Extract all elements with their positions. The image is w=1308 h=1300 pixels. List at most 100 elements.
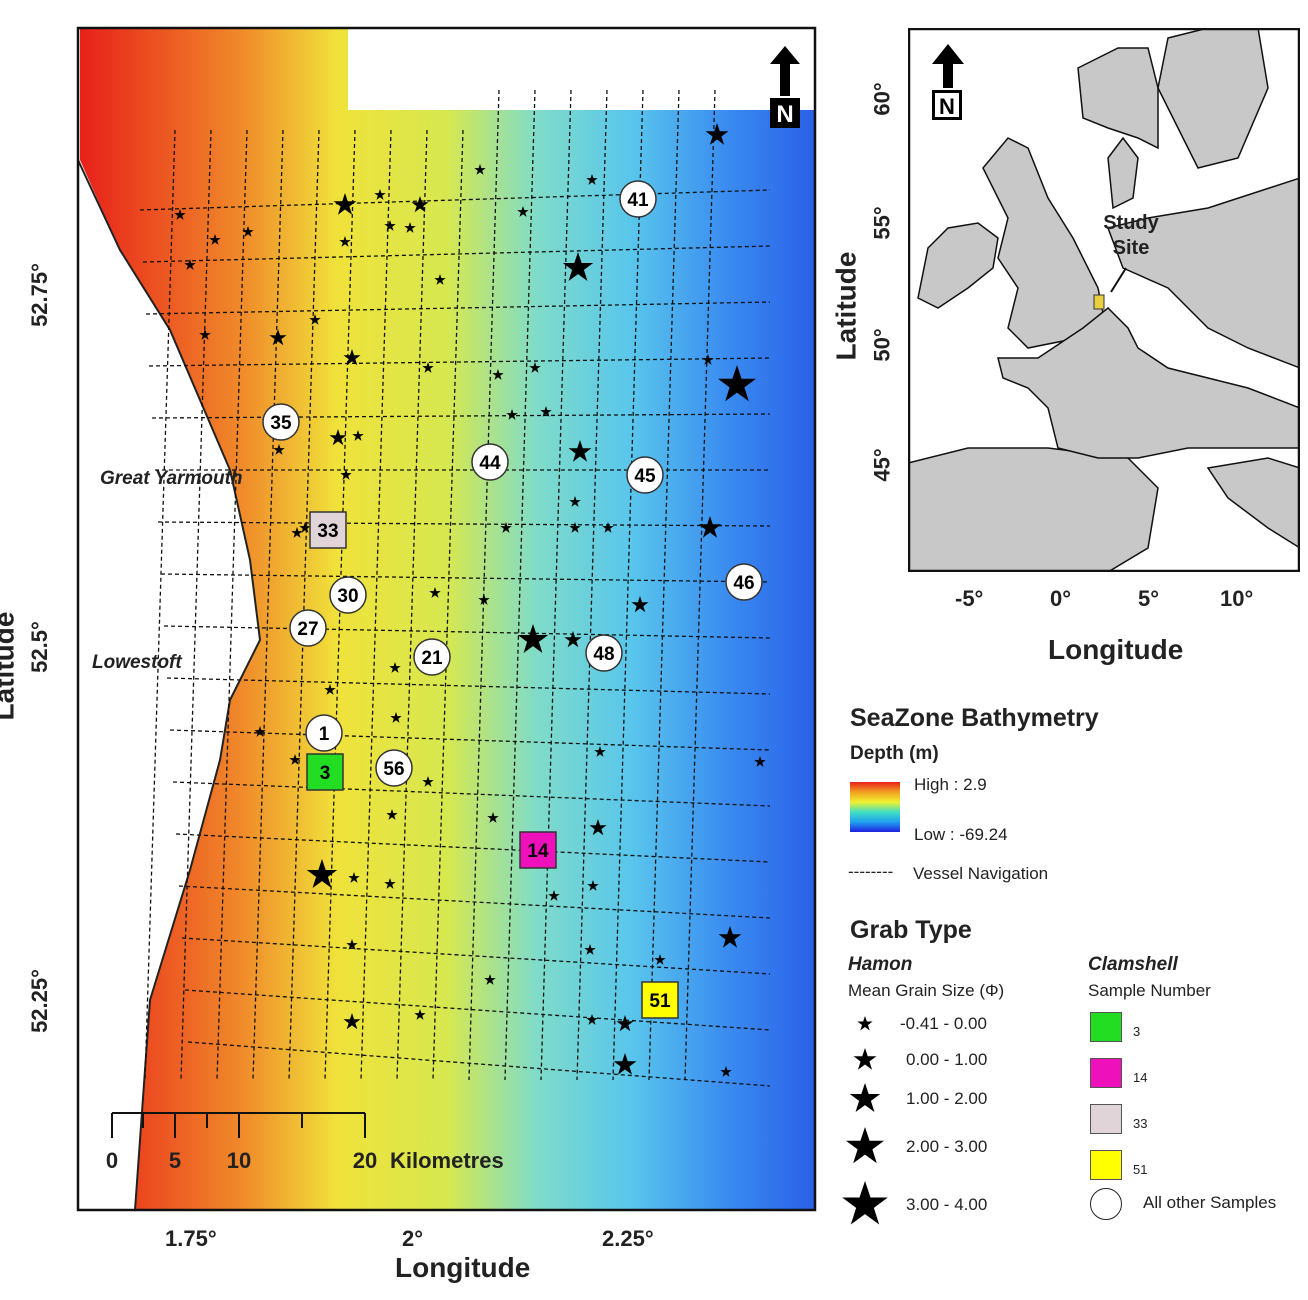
x-tick: 5° bbox=[1138, 586, 1160, 611]
other-sample bbox=[305, 714, 343, 752]
scale-unit: Kilometres bbox=[390, 1148, 504, 1173]
clamshell-swatch bbox=[1090, 1058, 1122, 1088]
land-masses bbox=[908, 28, 1300, 572]
hamon-title: Hamon bbox=[848, 954, 913, 975]
clam-title: Clamshell bbox=[1088, 954, 1178, 975]
clamshell-label: 33 bbox=[1133, 1116, 1148, 1131]
study-site-label: Site bbox=[1113, 237, 1150, 259]
clamshell-sample bbox=[519, 831, 557, 869]
x-tick: -5° bbox=[955, 586, 984, 611]
clamshell-swatch bbox=[1090, 1104, 1122, 1134]
clam-subtitle: Sample Number bbox=[1088, 981, 1211, 1000]
clamshell-label: 3 bbox=[1133, 1024, 1141, 1039]
nav-line-symbol: -------- bbox=[848, 862, 894, 881]
coastline bbox=[78, 159, 262, 1210]
hamon-class-label: 0.00 - 1.00 bbox=[906, 1050, 988, 1069]
x-tick: 2° bbox=[402, 1226, 424, 1251]
scale-tick: 20 bbox=[353, 1148, 377, 1173]
sample-number: 44 bbox=[479, 453, 501, 474]
y-tick: 50° bbox=[869, 328, 895, 362]
y-tick: 52.25° bbox=[26, 969, 52, 1033]
x-tick: 2.25° bbox=[602, 1226, 654, 1251]
scale-tick: 10 bbox=[227, 1148, 251, 1173]
clamshell-swatch bbox=[1090, 1012, 1122, 1042]
north-arrow-icon: N bbox=[932, 44, 964, 120]
other-sample bbox=[413, 638, 451, 676]
study-site-label: Study bbox=[1103, 212, 1159, 234]
clamshell-label: 14 bbox=[1133, 1070, 1148, 1085]
x-tick: 0° bbox=[1050, 586, 1072, 611]
vessel-navigation-lines bbox=[139, 89, 771, 1087]
hamon-class-label: -0.41 - 0.00 bbox=[900, 1014, 987, 1033]
nav-label: Vessel Navigation bbox=[913, 864, 1049, 883]
sample-number: 14 bbox=[527, 841, 549, 862]
svg-text:N: N bbox=[939, 94, 955, 119]
main-map-frame bbox=[76, 26, 817, 1212]
legend-depth-title: Depth (m) bbox=[850, 743, 939, 764]
scale-tick: 5 bbox=[169, 1148, 181, 1173]
other-sample bbox=[626, 456, 664, 494]
sample-number: 41 bbox=[627, 190, 649, 211]
hamon-class-label: 3.00 - 4.00 bbox=[906, 1195, 988, 1214]
sample-number: 30 bbox=[337, 586, 358, 607]
other-sample bbox=[329, 576, 367, 614]
main-map: N 0 5 10 20 Kilometres 3 14 33 51 41 35 44 45 46… bbox=[76, 26, 817, 1212]
grab-title: Grab Type bbox=[850, 916, 972, 944]
clamshell-sample bbox=[306, 753, 344, 791]
study-site-arrow bbox=[1110, 267, 1127, 293]
legend-title: SeaZone Bathymetry bbox=[850, 704, 1099, 732]
x-tick: 10° bbox=[1220, 586, 1254, 611]
sample-number: 51 bbox=[649, 991, 671, 1012]
hamon-subtitle: Mean Grain Size (Φ) bbox=[848, 981, 1005, 1000]
y-axis-title: Latitude bbox=[830, 251, 862, 361]
depth-high: High : 2.9 bbox=[914, 775, 987, 794]
hamon-class-label: 1.00 - 2.00 bbox=[906, 1089, 988, 1108]
star-icon bbox=[846, 1127, 884, 1164]
other-sample bbox=[375, 749, 413, 787]
depth-low: Low : -69.24 bbox=[914, 825, 1008, 844]
north-arrow-icon: N bbox=[770, 46, 800, 128]
place-label: Lowestoft bbox=[92, 652, 182, 673]
clamshell-sample bbox=[641, 981, 679, 1019]
other-sample bbox=[289, 609, 327, 647]
star-icon bbox=[842, 1181, 888, 1225]
sample-number: 45 bbox=[634, 466, 656, 487]
inset-map: Study Site N bbox=[908, 28, 1300, 572]
clamshell-label: 51 bbox=[1133, 1162, 1148, 1177]
place-label: Great Yarmouth bbox=[100, 468, 243, 489]
other-sample-symbol bbox=[1090, 1188, 1122, 1220]
svg-text:N: N bbox=[776, 101, 793, 128]
sample-number: 1 bbox=[319, 724, 330, 745]
clamshell-swatch bbox=[1090, 1150, 1122, 1180]
sample-number: 35 bbox=[270, 413, 292, 434]
x-tick: 1.75° bbox=[165, 1226, 217, 1251]
other-sample bbox=[725, 563, 763, 601]
y-tick: 52.5° bbox=[26, 621, 52, 673]
y-tick: 55° bbox=[869, 206, 895, 240]
y-tick: 60° bbox=[869, 82, 895, 116]
other-sample bbox=[262, 403, 300, 441]
star-icon bbox=[849, 1083, 881, 1112]
y-axis-title: Latitude bbox=[0, 611, 20, 721]
sample-number: 21 bbox=[421, 648, 443, 669]
land bbox=[78, 160, 260, 1210]
scale-bar bbox=[111, 1112, 366, 1138]
clamshell-sample bbox=[309, 511, 347, 549]
x-axis-title: Longitude bbox=[395, 1252, 531, 1283]
inset-frame bbox=[908, 28, 1300, 572]
depth-color-ramp bbox=[850, 782, 900, 832]
y-tick: 52.75° bbox=[26, 263, 52, 327]
sample-number: 48 bbox=[593, 644, 614, 665]
sample-number: 33 bbox=[317, 521, 338, 542]
study-site-marker bbox=[1093, 294, 1105, 310]
bathymetry-raster bbox=[80, 28, 815, 1210]
sample-number: 56 bbox=[383, 759, 404, 780]
hamon-class-label: 2.00 - 3.00 bbox=[906, 1137, 988, 1156]
grab-samples: 3 14 33 51 41 35 44 45 46 30 27 48 21 1 56 bbox=[262, 180, 763, 1019]
other-sample-label: All other Samples bbox=[1143, 1193, 1277, 1212]
other-sample bbox=[585, 634, 623, 672]
sample-number: 46 bbox=[733, 573, 754, 594]
y-tick: 45° bbox=[869, 448, 895, 482]
other-sample bbox=[619, 180, 657, 218]
